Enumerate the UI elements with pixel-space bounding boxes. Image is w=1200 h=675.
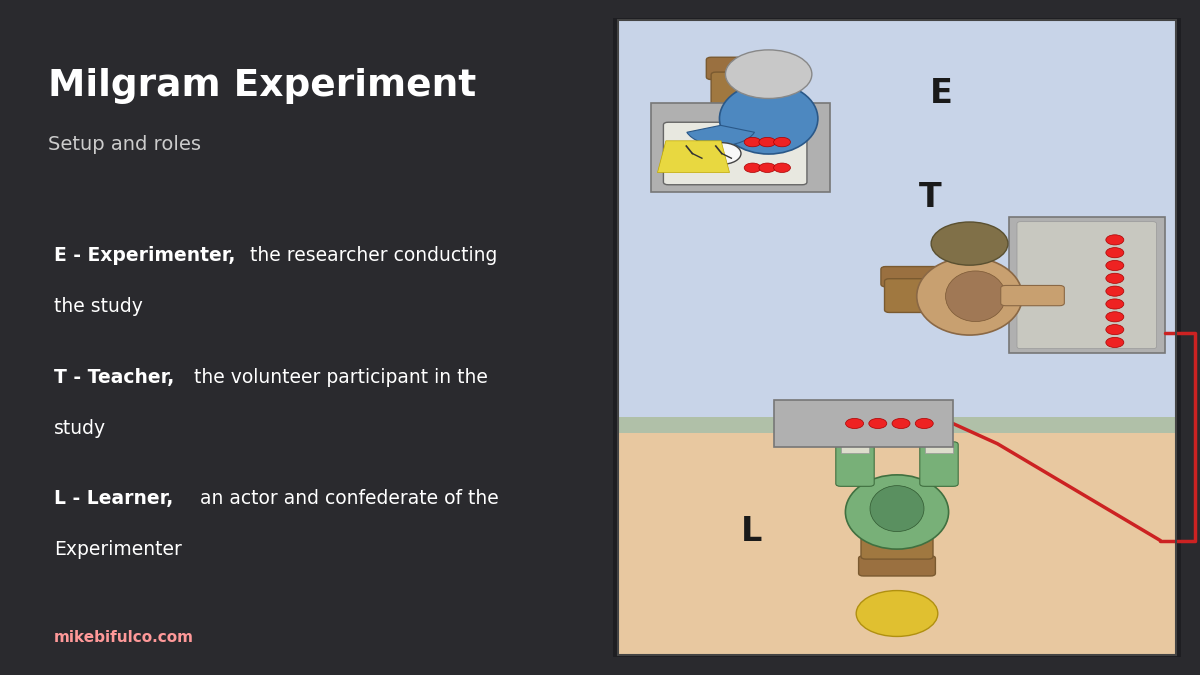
Text: T - Teacher,: T - Teacher,	[54, 368, 174, 387]
FancyBboxPatch shape	[1018, 221, 1157, 349]
Bar	[840, 446, 870, 452]
Ellipse shape	[720, 83, 818, 154]
Circle shape	[744, 163, 761, 173]
Circle shape	[869, 418, 887, 429]
Wedge shape	[686, 126, 755, 146]
Polygon shape	[658, 141, 730, 173]
Circle shape	[744, 137, 761, 146]
Bar	[925, 446, 954, 452]
Circle shape	[1106, 273, 1124, 284]
Ellipse shape	[870, 486, 924, 532]
Circle shape	[1106, 312, 1124, 322]
Circle shape	[758, 137, 775, 146]
Text: Milgram Experiment: Milgram Experiment	[48, 68, 476, 103]
Circle shape	[758, 163, 775, 173]
Text: E - Experimenter,: E - Experimenter,	[54, 246, 235, 265]
Circle shape	[774, 137, 791, 146]
FancyBboxPatch shape	[859, 556, 936, 576]
FancyBboxPatch shape	[664, 122, 806, 185]
Text: an actor and confederate of the: an actor and confederate of the	[188, 489, 499, 508]
Circle shape	[846, 418, 864, 429]
FancyBboxPatch shape	[881, 267, 958, 287]
Bar	[652, 103, 830, 192]
Circle shape	[892, 418, 910, 429]
Circle shape	[1106, 299, 1124, 309]
Circle shape	[1106, 338, 1124, 348]
Text: Experimenter: Experimenter	[54, 540, 182, 559]
Text: L: L	[742, 514, 763, 547]
Text: Setup and roles: Setup and roles	[48, 135, 202, 154]
FancyBboxPatch shape	[884, 279, 956, 313]
Bar	[618, 20, 1176, 655]
Bar	[618, 416, 1176, 433]
FancyBboxPatch shape	[707, 57, 798, 80]
FancyBboxPatch shape	[1001, 286, 1064, 306]
Circle shape	[726, 50, 812, 99]
Circle shape	[702, 142, 740, 164]
Circle shape	[1106, 286, 1124, 296]
Circle shape	[857, 591, 938, 637]
Circle shape	[774, 163, 791, 173]
Circle shape	[1106, 325, 1124, 335]
Bar	[618, 20, 1176, 417]
FancyBboxPatch shape	[835, 442, 874, 486]
Circle shape	[1106, 248, 1124, 258]
Bar	[618, 433, 1176, 655]
Circle shape	[673, 142, 712, 164]
Text: the researcher conducting: the researcher conducting	[244, 246, 497, 265]
Bar	[1008, 217, 1165, 354]
Circle shape	[1106, 261, 1124, 271]
Text: T: T	[919, 182, 942, 215]
FancyBboxPatch shape	[712, 72, 793, 111]
Text: mikebifulco.com: mikebifulco.com	[54, 630, 194, 645]
Ellipse shape	[946, 271, 1006, 321]
Text: L - Learner,: L - Learner,	[54, 489, 173, 508]
Text: study: study	[54, 418, 106, 437]
Circle shape	[931, 222, 1008, 265]
Circle shape	[916, 418, 934, 429]
Ellipse shape	[917, 257, 1022, 335]
Text: the study: the study	[54, 297, 143, 316]
Circle shape	[1106, 235, 1124, 245]
Text: the volunteer participant in the: the volunteer participant in the	[188, 368, 487, 387]
Bar	[613, 18, 1181, 657]
Text: E: E	[930, 77, 953, 110]
Ellipse shape	[846, 475, 949, 549]
FancyBboxPatch shape	[862, 525, 934, 559]
FancyBboxPatch shape	[920, 442, 959, 486]
Bar	[774, 400, 953, 448]
